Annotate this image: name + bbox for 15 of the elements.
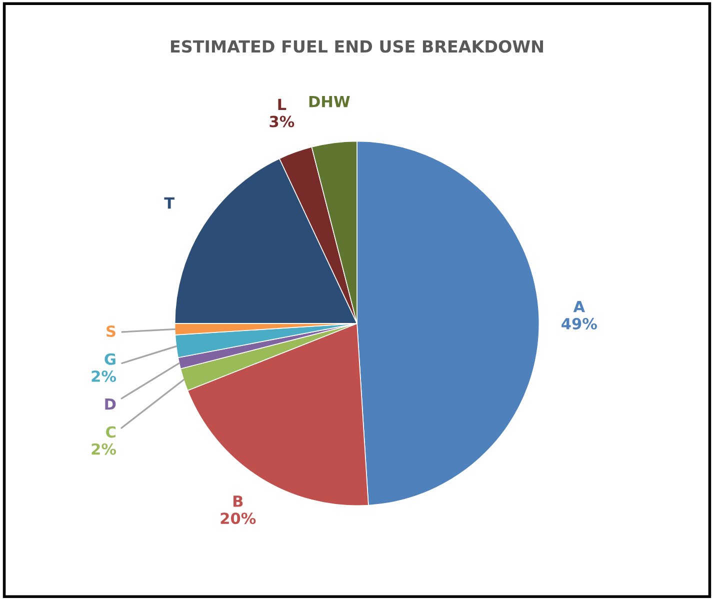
slice-label: S bbox=[106, 325, 116, 338]
slice-label: B bbox=[233, 496, 243, 507]
data-label: 20% bbox=[220, 512, 256, 524]
slice-label: G bbox=[104, 353, 116, 365]
data-label: 3% bbox=[270, 116, 294, 128]
data-label: 2% bbox=[92, 443, 116, 455]
slice-label: L bbox=[278, 98, 286, 110]
slice-label: C bbox=[106, 426, 116, 438]
slice-label: T bbox=[164, 197, 174, 209]
data-label: 2% bbox=[92, 370, 116, 382]
slice-label: A bbox=[573, 301, 586, 312]
slice-label: D bbox=[105, 398, 116, 410]
data-label: 49% bbox=[562, 318, 597, 330]
slice-label: DHW bbox=[309, 96, 350, 108]
chart-title: ESTIMATED FUEL END USE BREAKDOWN bbox=[171, 40, 543, 53]
